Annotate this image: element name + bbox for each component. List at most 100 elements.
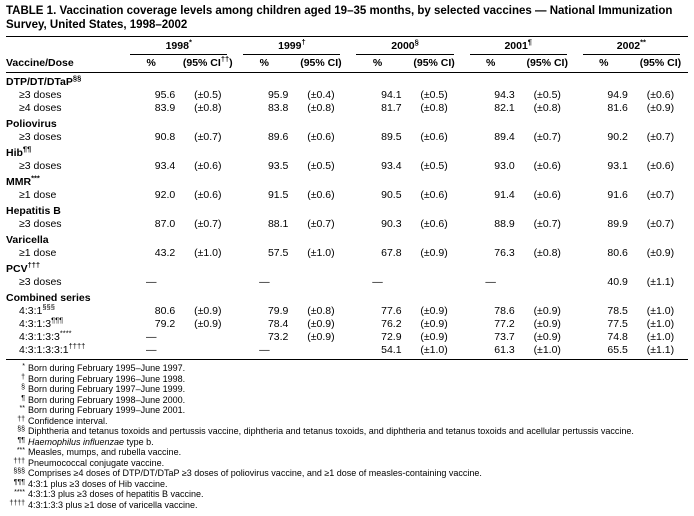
ci-value: (±0.5) <box>307 160 335 172</box>
dose-footnote-marker: ¶¶¶ <box>51 315 64 325</box>
year-header-row: Vaccine/Dose 1998* 1999† 2000§ 2001¶ 2002** <box>6 37 688 73</box>
percent-value: 76.3 <box>494 247 515 259</box>
ci-value: (±0.8) <box>307 102 335 114</box>
ci-value: (±1.0) <box>519 344 575 360</box>
dose-data-row: 4:3:1:3:3**** — 73.2 (±0.9) 72.9 (±0.9) 73.7 (±… <box>6 328 688 344</box>
ci-value: (±0.7) <box>646 189 675 201</box>
ci-value: (±0.8) <box>307 305 335 317</box>
percent-value: 89.9 <box>607 218 628 230</box>
footnote-marker: §§ <box>17 426 25 433</box>
percent-value: 57.5 <box>267 247 289 259</box>
percent-value: — <box>259 276 270 288</box>
ci-value: (±0.9) <box>307 331 335 343</box>
vaccine-section-row: Varicella <box>6 231 688 247</box>
footnote-text: Born during February 1998–June 2000. <box>28 395 688 406</box>
ci-header-paren: ) <box>338 57 342 69</box>
ci-value: (±0.9) <box>533 331 561 343</box>
ci-value: (±0.8) <box>533 247 561 259</box>
footnote: †† Confidence interval. <box>6 416 688 427</box>
year-header-1998: 1998* <box>122 38 235 55</box>
ci-value: (±1.0) <box>646 331 675 343</box>
vaccine-section-row: Hib¶¶ <box>6 144 688 160</box>
ci-value: (±0.7) <box>307 218 335 230</box>
percent-value: 43.2 <box>154 247 176 259</box>
dose-label-text: ≥3 doses <box>19 131 62 143</box>
footnote-marker: ¶¶¶ <box>13 478 25 486</box>
ci-value: (±0.6) <box>420 189 448 201</box>
footnote-text-part: type b. <box>124 436 154 447</box>
footnote-text-italic: Haemophilus influenzae <box>28 436 125 447</box>
footnote-marker: ¶ <box>21 394 25 402</box>
dose-data-row: 4:3:1:3¶¶¶ 79.2 (±0.9) 78.4 (±0.9) 76.2 (±0.9)… <box>6 315 688 331</box>
section-name-text: Hepatitis B <box>6 205 61 217</box>
ci-header-paren: ) <box>229 57 233 69</box>
percent-value: 90.8 <box>154 131 176 143</box>
footnote-text-part: Comprises ≥4 doses of DTP/DT/DTaP ≥3 dos… <box>28 468 482 478</box>
percent-value: 89.4 <box>494 131 515 143</box>
percent-value: 93.5 <box>267 160 289 172</box>
percent-value: 92.0 <box>154 189 176 201</box>
footnote: †††† 4:3:1:3:3 plus ≥1 dose of varicella … <box>6 500 688 511</box>
footnote-text-part: Pneumococcal conjugate vaccine. <box>28 457 165 468</box>
dose-data-row: ≥3 doses 93.4 (±0.6) 93.5 (±0.5) 93.4 (±0.5) 93… <box>6 160 688 173</box>
ci-value: (±0.9) <box>646 247 675 259</box>
dose-data-row: 4:3:1:3:3:1†††† — —54.1 (±1.0) 61.3 (±1.0) 65.… <box>6 342 688 360</box>
ci-header-text: (95% CI <box>300 57 339 69</box>
footnote-text: Born during February 1996–June 1998. <box>28 374 688 385</box>
ci-value: (±0.5) <box>533 89 561 101</box>
footnote-marker: *** <box>16 447 25 454</box>
ci-value: (±0.9) <box>533 305 561 317</box>
percent-value: 65.5 <box>574 344 633 360</box>
year-label-text: 1999 <box>278 40 302 52</box>
footnote-text-part: Born during February 1999–June 2001. <box>28 405 186 415</box>
year-label: 2001¶ <box>469 38 567 55</box>
percent-column-header: % <box>461 55 520 73</box>
ci-value: (±0.8) <box>194 102 222 114</box>
ci-column-header: (95% CI††) <box>180 55 236 73</box>
year-label: 2000§ <box>356 37 454 55</box>
ci-value: (±0.7) <box>194 131 222 143</box>
footnote: §§§ Comprises ≥4 doses of DTP/DT/DTaP ≥3 … <box>6 468 688 479</box>
footnote-text-part: Born during February 1996–June 1998. <box>28 373 186 384</box>
footnote-marker: ** <box>19 405 25 412</box>
percent-value: 89.5 <box>381 131 402 143</box>
ci-value <box>180 344 236 360</box>
footnotes: * Born during February 1995–June 1997. † Bo… <box>6 363 688 510</box>
ci-value: (±0.6) <box>194 160 222 172</box>
percent-value: 40.9 <box>607 276 628 288</box>
ci-value: (±0.6) <box>533 189 561 201</box>
ci-value <box>293 344 349 360</box>
percent-value: 81.7 <box>381 102 402 114</box>
percent-value: 80.6 <box>607 247 628 259</box>
ci-column-header: (95% CI) <box>519 55 575 73</box>
ci-value: (±1.1) <box>632 344 688 360</box>
dose-label: ≥3 doses <box>6 218 122 231</box>
percent-value: 77.2 <box>494 318 515 330</box>
section-footnote-marker: §§ <box>72 73 82 83</box>
dose-label: ≥4 doses <box>6 102 122 115</box>
percent-value: 90.2 <box>607 131 628 143</box>
dose-label-text: ≥1 dose <box>19 247 57 259</box>
ci-value: (±1.0) <box>307 247 335 259</box>
footnote-text-part: Confidence interval. <box>28 415 108 426</box>
dose-label: 4:3:1§§§ <box>6 302 122 318</box>
footnote-text: Born during February 1997–June 1999. <box>28 384 688 395</box>
vaccine-section-name: Varicella <box>6 231 688 247</box>
dose-footnote-marker: **** <box>59 328 72 338</box>
percent-value: 78.5 <box>607 305 628 317</box>
year-footnote-marker: § <box>414 37 419 47</box>
year-footnote-marker: † <box>301 37 306 47</box>
percent-value: 81.6 <box>607 102 628 114</box>
ci-value: (±1.0) <box>646 318 675 330</box>
year-label: 1998* <box>130 38 228 55</box>
percent-value: 83.9 <box>154 102 176 114</box>
ci-header-text: (95% CI <box>639 57 678 69</box>
dose-footnote-marker: §§§ <box>42 302 55 312</box>
footnote-marker: †††† <box>9 499 25 507</box>
percent-value: 93.4 <box>154 160 176 172</box>
percent-value: 94.9 <box>607 89 628 101</box>
footnote-marker: ††† <box>13 457 25 465</box>
footnote: ¶¶¶ 4:3:1 plus ≥3 doses of Hib vaccine. <box>6 479 688 490</box>
footnote-text-part: 4:3:1:3:3 plus ≥1 dose of varicella vacc… <box>28 499 198 510</box>
percent-column-header: % <box>574 55 633 73</box>
